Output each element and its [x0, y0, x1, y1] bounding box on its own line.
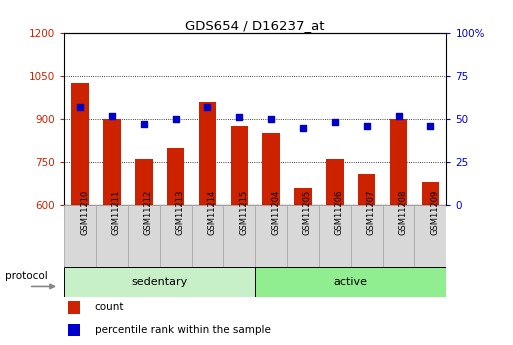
Point — [108, 113, 116, 118]
FancyBboxPatch shape — [255, 205, 287, 267]
Text: GSM11212: GSM11212 — [144, 190, 153, 235]
Text: GSM11210: GSM11210 — [80, 190, 89, 235]
FancyBboxPatch shape — [383, 205, 415, 267]
Bar — [167, 148, 184, 205]
Text: GSM11209: GSM11209 — [430, 190, 440, 235]
Text: count: count — [95, 303, 124, 313]
Bar — [294, 188, 312, 205]
Point — [76, 104, 84, 110]
FancyBboxPatch shape — [64, 205, 96, 267]
Point — [171, 116, 180, 122]
Bar — [422, 182, 439, 205]
FancyBboxPatch shape — [191, 205, 223, 267]
Text: GSM11215: GSM11215 — [239, 190, 248, 235]
Point — [140, 121, 148, 127]
FancyBboxPatch shape — [415, 205, 446, 267]
FancyBboxPatch shape — [319, 205, 351, 267]
Bar — [199, 102, 216, 205]
FancyBboxPatch shape — [223, 205, 255, 267]
Text: protocol: protocol — [5, 270, 48, 280]
Point — [299, 125, 307, 130]
Title: GDS654 / D16237_at: GDS654 / D16237_at — [186, 19, 325, 32]
FancyBboxPatch shape — [160, 205, 191, 267]
Bar — [135, 159, 152, 205]
Bar — [390, 119, 407, 205]
Bar — [68, 324, 80, 336]
Bar — [326, 159, 344, 205]
FancyBboxPatch shape — [255, 267, 446, 297]
Text: percentile rank within the sample: percentile rank within the sample — [95, 325, 270, 335]
Bar — [71, 83, 89, 205]
Point — [203, 104, 211, 110]
Text: GSM11211: GSM11211 — [112, 190, 121, 235]
Point — [267, 116, 275, 122]
Text: GSM11214: GSM11214 — [207, 190, 216, 235]
FancyBboxPatch shape — [64, 267, 255, 297]
Text: GSM11208: GSM11208 — [399, 190, 407, 235]
Bar — [230, 126, 248, 205]
Bar — [358, 174, 376, 205]
FancyBboxPatch shape — [287, 205, 319, 267]
FancyBboxPatch shape — [351, 205, 383, 267]
FancyBboxPatch shape — [96, 205, 128, 267]
Point — [235, 115, 243, 120]
Point — [426, 123, 435, 129]
Text: GSM11206: GSM11206 — [335, 190, 344, 235]
Text: GSM11207: GSM11207 — [367, 190, 376, 235]
Text: GSM11205: GSM11205 — [303, 190, 312, 235]
Text: GSM11204: GSM11204 — [271, 190, 280, 235]
Point — [394, 113, 403, 118]
Point — [363, 123, 371, 129]
Bar — [103, 119, 121, 205]
Point — [331, 120, 339, 125]
FancyBboxPatch shape — [128, 205, 160, 267]
Bar — [68, 301, 80, 314]
Text: active: active — [334, 277, 368, 287]
Text: sedentary: sedentary — [131, 277, 188, 287]
Bar — [262, 134, 280, 205]
Text: GSM11213: GSM11213 — [175, 190, 185, 235]
